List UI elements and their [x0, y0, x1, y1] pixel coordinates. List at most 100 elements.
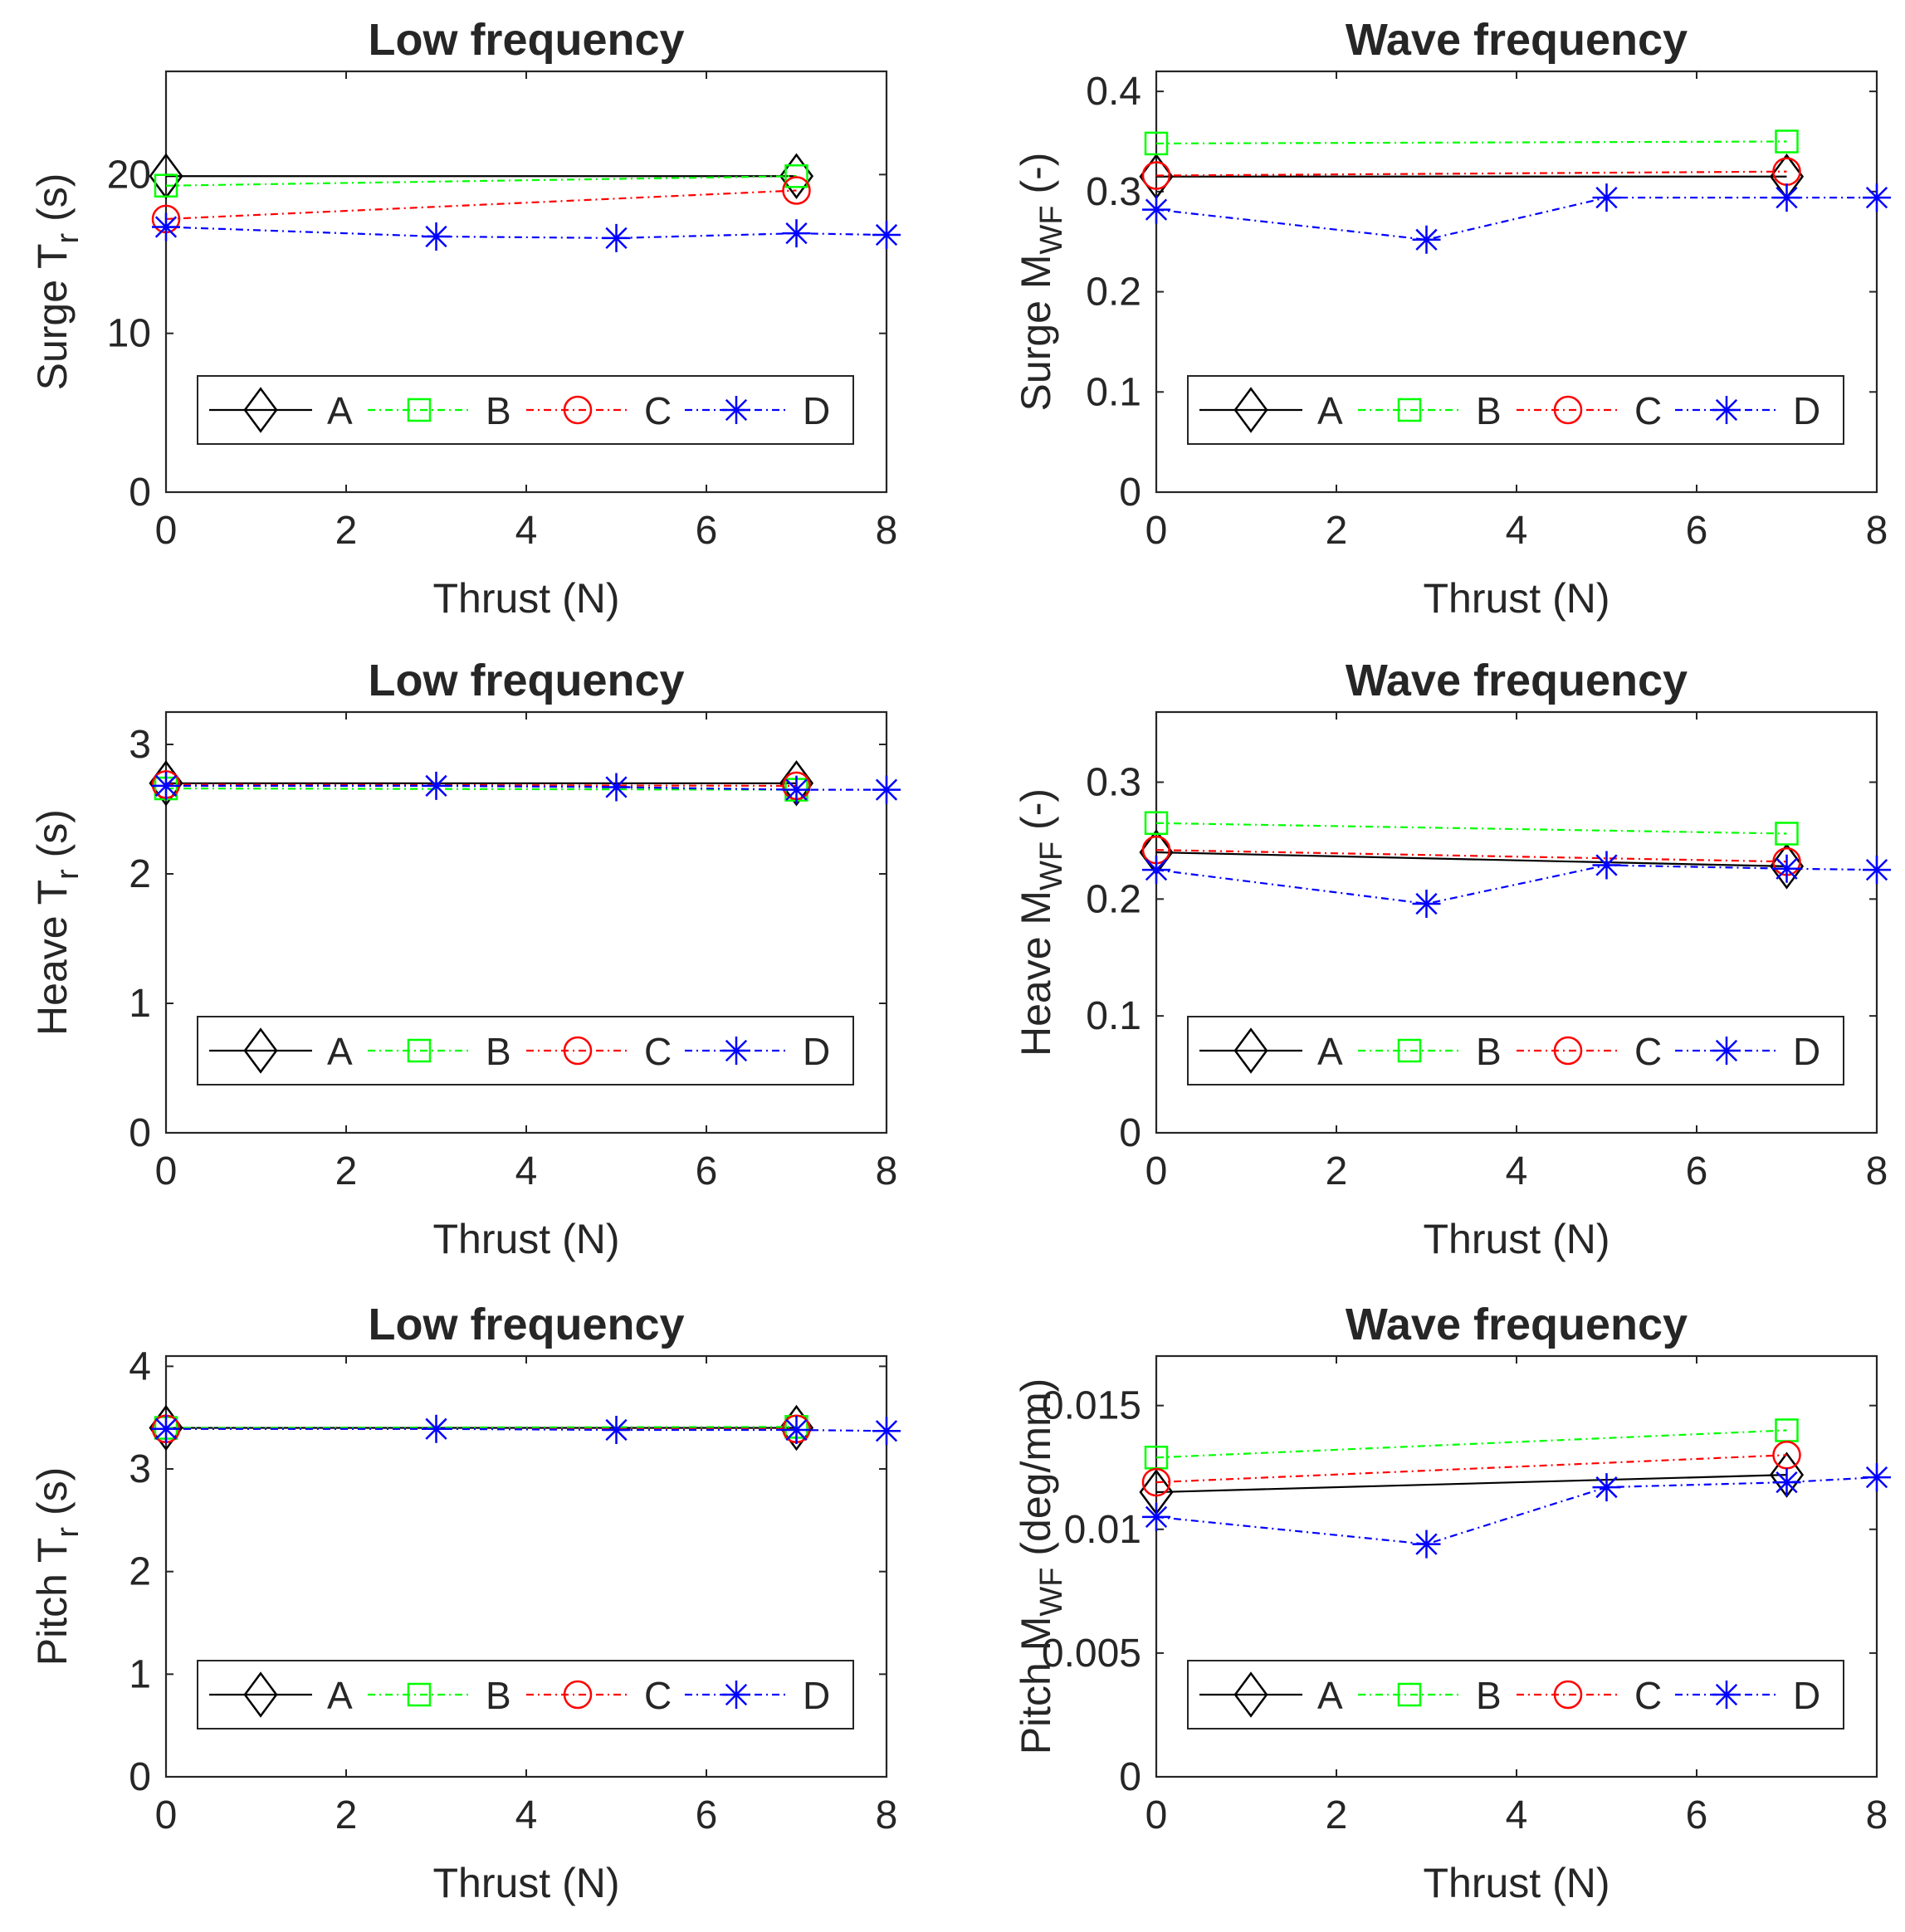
y-axis-label-unit: (-) — [1013, 788, 1059, 842]
legend-label-D: D — [803, 1674, 830, 1717]
series-D — [1142, 1463, 1891, 1559]
x-tick-label: 4 — [1506, 1149, 1528, 1193]
y-tick-label: 0.01 — [1064, 1508, 1141, 1552]
y-tick-label: 3 — [129, 723, 151, 767]
data-point-D — [602, 1416, 631, 1445]
x-tick-label: 2 — [335, 1793, 358, 1837]
y-tick-label: 0 — [129, 1755, 151, 1799]
legend-label-D: D — [803, 1030, 830, 1073]
y-axis-label-unit: (deg/mm) — [1013, 1378, 1059, 1568]
y-tick-label: 0 — [1119, 1111, 1141, 1155]
series-line-C — [165, 783, 797, 788]
series-line-A — [1155, 851, 1787, 867]
subplot-4: 0 2 4 6 8 0 0.1 0.2 0.3 Wave frequency Thrust (N) H… — [1013, 656, 1891, 1262]
data-point-D — [1142, 856, 1170, 885]
legend-label-B: B — [1476, 1674, 1502, 1717]
chart-title: Wave frequency — [1346, 1300, 1688, 1349]
x-tick-label: 8 — [876, 1793, 898, 1837]
data-point-D — [1142, 195, 1170, 224]
legend-marker-B — [1397, 1038, 1422, 1063]
data-point-D — [782, 1416, 811, 1445]
x-axis-label: Thrust (N) — [1424, 575, 1610, 622]
y-tick-label: 20 — [107, 153, 151, 197]
series-line-C — [165, 189, 797, 221]
y-axis-label: Surge Tr (s) — [29, 173, 85, 391]
series-B — [154, 164, 808, 198]
x-tick-label: 4 — [515, 1793, 538, 1837]
data-point-C — [1141, 161, 1171, 190]
x-tick-label: 8 — [1866, 1793, 1888, 1837]
legend-marker-B — [407, 1038, 432, 1063]
y-tick-label: 0.1 — [1086, 994, 1141, 1038]
x-tick-label: 2 — [1326, 509, 1348, 553]
data-point-D — [872, 775, 901, 804]
series-line-B — [1155, 140, 1787, 145]
y-axis-label-subscript: WF — [1034, 205, 1069, 254]
x-tick-label: 6 — [696, 1149, 718, 1193]
data-point-D — [872, 221, 901, 250]
y-tick-label: 0.005 — [1042, 1632, 1141, 1676]
x-tick-label: 6 — [696, 1793, 718, 1837]
legend-label-D: D — [1793, 1030, 1820, 1073]
data-point-D — [1772, 183, 1801, 212]
series-C — [151, 176, 811, 234]
data-point-D — [1863, 856, 1891, 885]
legend-marker-A — [243, 1671, 278, 1718]
legend-label-D: D — [1793, 1674, 1820, 1717]
legend-label-A: A — [327, 1674, 353, 1717]
series-line-B — [165, 175, 797, 187]
y-axis-label-subscript: WF — [1034, 842, 1069, 890]
x-tick-label: 6 — [696, 509, 718, 553]
legend: A B C D — [197, 1016, 854, 1086]
y-tick-label: 2 — [129, 1550, 151, 1594]
y-axis-label-subscript: WF — [1034, 1568, 1069, 1617]
data-point-D — [152, 771, 180, 800]
y-tick-label: 4 — [129, 1344, 151, 1388]
legend-marker-D — [1712, 1037, 1741, 1065]
legend-label-D: D — [1793, 389, 1820, 432]
series-line-D — [166, 784, 887, 791]
legend-label-A: A — [327, 389, 353, 432]
subplot-2: 0 2 4 6 8 0 0.1 0.2 0.3 0.4 Wave frequency Thrust (… — [1013, 15, 1891, 622]
x-tick-label: 4 — [515, 509, 538, 553]
y-tick-label: 0.4 — [1086, 70, 1141, 114]
data-point-D — [422, 771, 451, 800]
y-axis-label-subscript: r — [51, 1527, 85, 1538]
data-point-C — [1141, 1467, 1171, 1497]
chart-title: Wave frequency — [1346, 656, 1688, 705]
x-axis-label: Thrust (N) — [1424, 1860, 1610, 1906]
data-point-B — [1144, 811, 1169, 836]
y-axis-label-subscript: r — [51, 232, 85, 243]
x-tick-label: 4 — [1506, 1793, 1528, 1837]
x-tick-label: 4 — [515, 1149, 538, 1193]
data-point-D — [1772, 1468, 1801, 1497]
x-tick-label: 0 — [1145, 1793, 1168, 1837]
data-point-D — [152, 1414, 180, 1443]
legend-marker-C — [1553, 395, 1583, 425]
legend-label-B: B — [486, 1674, 511, 1717]
y-axis-label: Surge MWF (-) — [1013, 153, 1069, 412]
y-tick-label: 0.3 — [1086, 170, 1141, 214]
x-tick-label: 0 — [155, 509, 178, 553]
x-tick-label: 2 — [1326, 1793, 1348, 1837]
x-tick-label: 8 — [1866, 1149, 1888, 1193]
legend-marker-D — [1712, 1681, 1741, 1709]
legend-label-C: C — [644, 1030, 672, 1073]
subplot-1: 0 2 4 6 8 0 10 20 Low frequency Thrust (N) Surge T… — [29, 15, 901, 622]
data-point-B — [1775, 129, 1799, 154]
legend-marker-C — [563, 1036, 593, 1066]
data-point-D — [1412, 889, 1441, 918]
y-tick-label: 0 — [129, 471, 151, 515]
y-axis-label-main: Pitch T — [29, 1538, 76, 1666]
x-tick-label: 2 — [1326, 1149, 1348, 1193]
y-axis-label: Heave MWF (-) — [1013, 788, 1069, 1056]
data-point-B — [1144, 131, 1169, 156]
legend-label-A: A — [1317, 389, 1343, 432]
x-axis-label: Thrust (N) — [433, 1860, 620, 1906]
legend-label-C: C — [644, 389, 672, 432]
legend-marker-A — [1233, 387, 1268, 433]
series-line-C — [1155, 849, 1787, 863]
x-tick-label: 6 — [1686, 1793, 1708, 1837]
x-tick-label: 8 — [876, 1149, 898, 1193]
